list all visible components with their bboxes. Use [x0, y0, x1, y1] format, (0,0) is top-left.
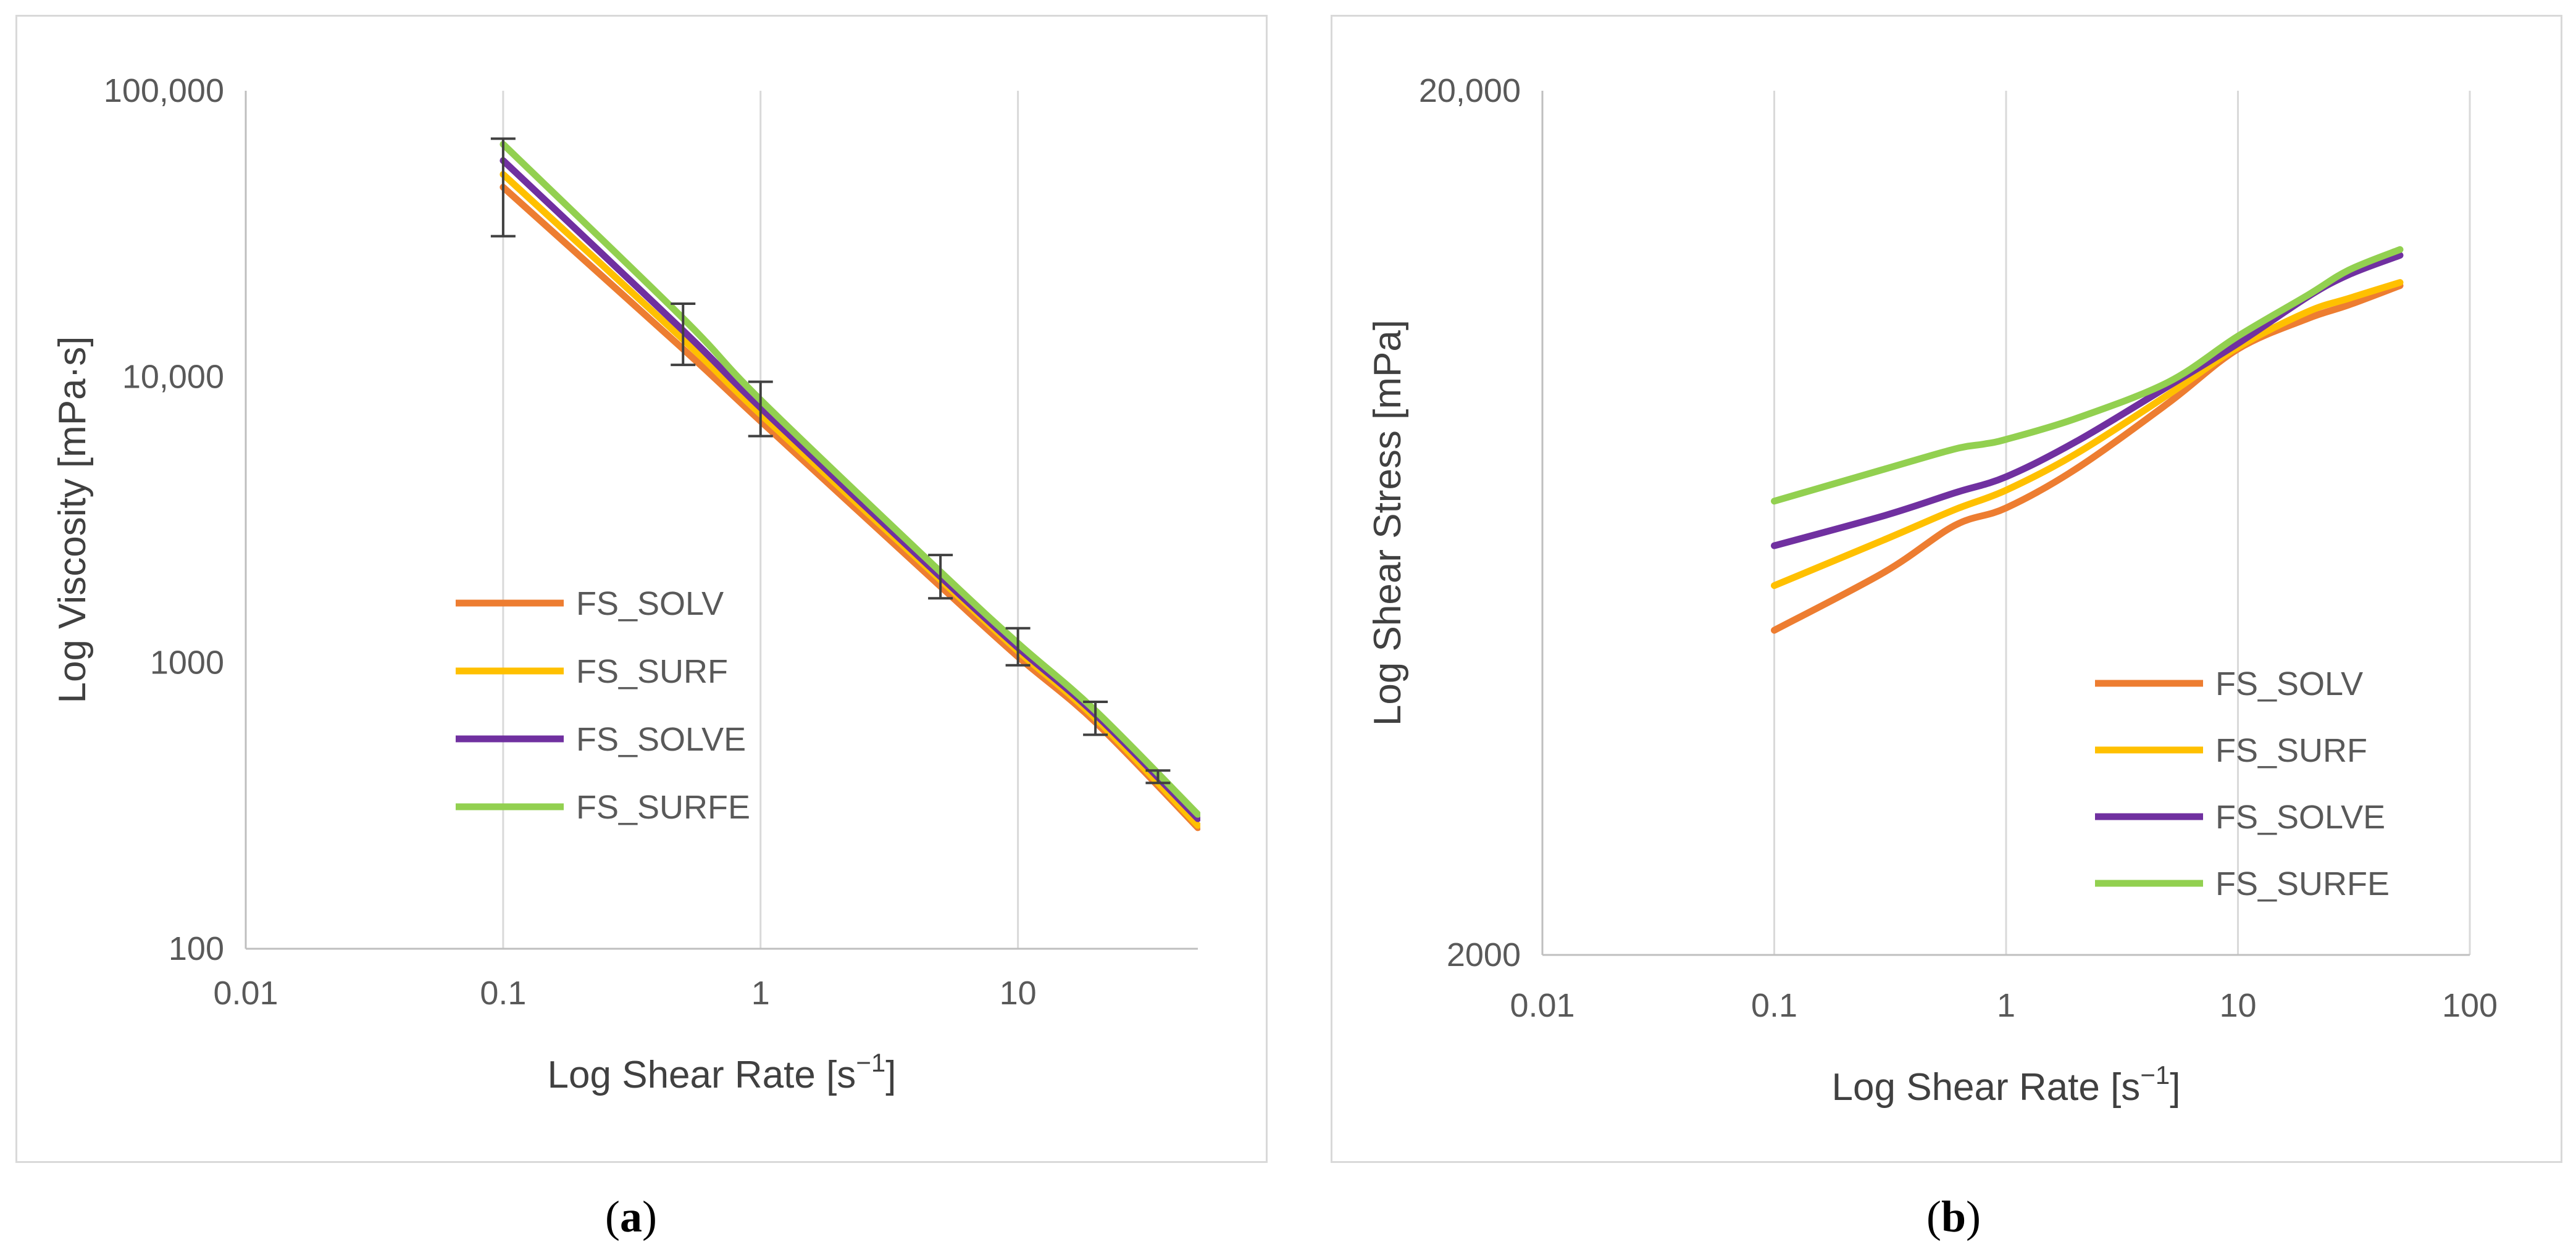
chart-a-x-tick-label: 0.01 [213, 975, 278, 1012]
chart-b-legend: FS_SOLV FS_SURF FS_SOLVE FS_SURFE [2095, 665, 2390, 902]
chart-b-x-tick-label: 1 [1997, 987, 2015, 1024]
chart-a-x-axis-label: Log Shear Rate [s−1] [548, 1048, 897, 1096]
chart-b-plot-area [1771, 246, 2404, 634]
chart-a-plot-area [490, 137, 1200, 831]
chart-a-error-bar [490, 137, 516, 238]
chart-b-legend-label: FS_SURFE [2215, 865, 2390, 902]
caption-b-letter: b [1941, 1192, 1967, 1241]
chart-b-x-axis-label: Log Shear Rate [s−1] [1832, 1060, 2181, 1109]
chart-b-x-tick-label: 100 [2442, 987, 2498, 1024]
chart-a-svg: 0.01 0.1 1 10 100 1000 10,000 100,000 Log Shear … [51, 72, 1200, 1096]
chart-b-series-line-fs-surf [1771, 279, 2404, 589]
chart-b-svg: 0.01 0.1 1 10 100 2000 20,000 Log Shear Rate [s… [1366, 72, 2498, 1109]
caption-b: (b) [1926, 1192, 1981, 1241]
chart-a-legend: FS_SOLV FS_SURF FS_SOLVE FS_SURFE [456, 585, 750, 826]
caption-a-letter: a [619, 1192, 642, 1241]
chart-b-legend-label: FS_SOLV [2215, 665, 2363, 702]
chart-a-legend-label: FS_SURF [576, 653, 728, 690]
chart-b-x-tick-label: 0.1 [1751, 987, 1797, 1024]
chart-a-x-tick-label: 0.1 [480, 975, 526, 1012]
chart-b-y-axis-label: Log Shear Stress [mPa] [1366, 320, 1409, 726]
chart-a-x-tick-label: 1 [751, 975, 770, 1012]
chart-b-y-tick-label: 20,000 [1419, 72, 1521, 109]
chart-a-legend-label: FS_SOLVE [576, 721, 746, 758]
chart-b-series-line-fs-solv [1771, 282, 2404, 634]
chart-a-legend-label: FS_SURFE [576, 789, 750, 826]
chart-b-series-line-fs-surfe [1771, 246, 2404, 505]
chart-b-legend-label: FS_SURF [2215, 732, 2367, 769]
chart-a-y-axis-label: Log Viscosity [mPa·s] [51, 336, 94, 704]
chart-a-y-tick-label: 100 [169, 930, 224, 967]
chart-a-y-tick-label: 1000 [150, 644, 224, 681]
chart-a-x-tick-label: 10 [1000, 975, 1037, 1012]
chart-a-error-bar [1005, 627, 1031, 667]
chart-a-error-bar [671, 302, 696, 367]
chart-panel-a: 0.01 0.1 1 10 100 1000 10,000 100,000 Log Shear … [15, 15, 1268, 1163]
chart-b-legend-label: FS_SOLVE [2215, 799, 2385, 836]
chart-panel-b: 0.01 0.1 1 10 100 2000 20,000 Log Shear Rate [s… [1331, 15, 2562, 1163]
chart-a-y-tick-label: 100,000 [104, 72, 224, 109]
chart-a-error-bar [1083, 700, 1108, 736]
chart-a-y-tick-label: 10,000 [122, 358, 224, 395]
chart-a-error-bar [928, 554, 953, 600]
chart-a-error-bar [748, 380, 773, 438]
chart-b-x-tick-label: 10 [2219, 987, 2256, 1024]
chart-a-legend-label: FS_SOLV [576, 585, 724, 622]
chart-b-x-tick-label: 0.01 [1510, 987, 1574, 1024]
chart-a-error-bar [1145, 769, 1171, 785]
caption-a: (a) [605, 1192, 657, 1241]
chart-b-y-tick-label: 2000 [1447, 936, 1521, 973]
